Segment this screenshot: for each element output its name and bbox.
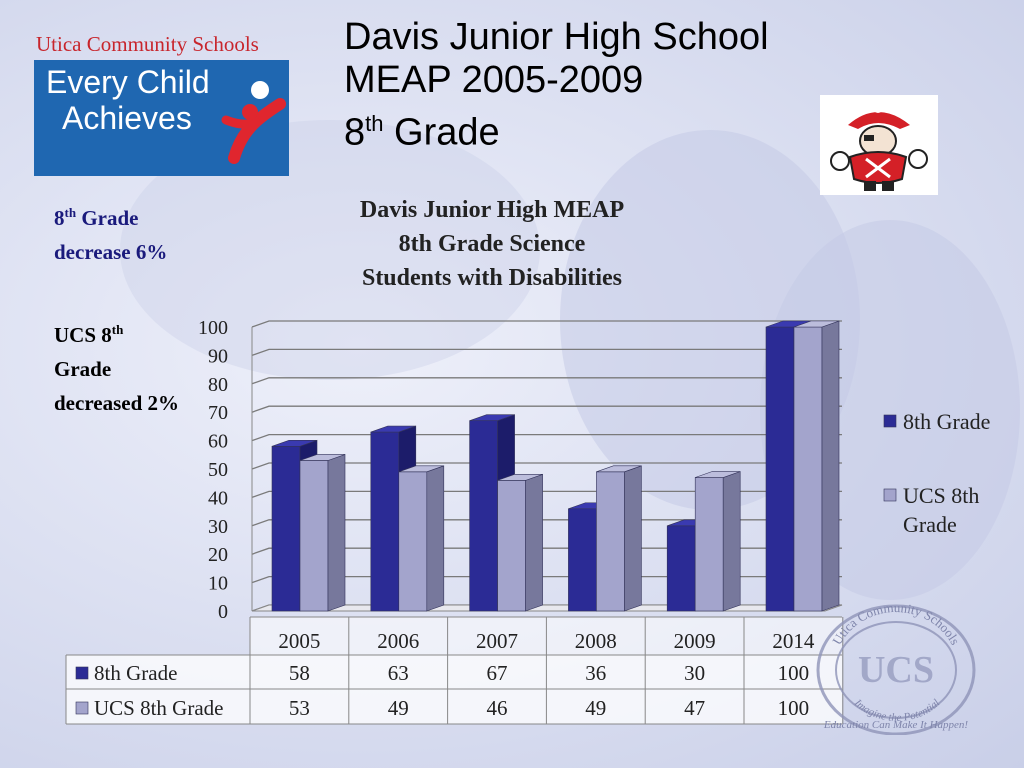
gridline <box>251 377 842 385</box>
seal-motto-text: Education Can Make It Happen! <box>823 719 969 731</box>
legend-label: UCS 8th Grade <box>903 483 979 537</box>
data-label: 30 <box>684 661 705 685</box>
data-label: 53 <box>289 696 310 720</box>
y-tick-label: 70 <box>208 402 228 424</box>
chart-title-line: Davis Junior High MEAP <box>360 197 624 223</box>
gridline <box>251 433 842 442</box>
gridline <box>251 490 842 499</box>
data-label: 63 <box>388 661 409 685</box>
y-tick-label: 90 <box>208 345 228 367</box>
chart-title-line: 8th Grade Science <box>399 231 586 257</box>
title-line-1: Davis Junior High School <box>344 16 769 58</box>
data-label: 58 <box>289 661 310 685</box>
data-label: 49 <box>388 696 409 720</box>
bar <box>694 471 741 612</box>
bar <box>793 320 840 612</box>
y-tick-label: 100 <box>198 317 228 339</box>
x-tick-label: 2005 <box>278 629 320 653</box>
y-tick-label: 50 <box>208 459 228 481</box>
data-label: 46 <box>487 696 508 720</box>
bar <box>299 454 346 612</box>
data-label: 49 <box>585 696 606 720</box>
title-line-2: MEAP 2005-2009 <box>344 59 644 101</box>
pirate-mascot-icon <box>830 103 928 191</box>
ucs-logo: Utica Community Schools Every Child Achi… <box>34 28 289 176</box>
data-label: 36 <box>585 661 606 685</box>
pirate-mascot-image <box>820 95 938 195</box>
legend-key <box>883 488 897 502</box>
x-tick-label: 2014 <box>772 629 815 653</box>
gridline <box>251 320 842 328</box>
y-tick-label: 20 <box>208 544 228 566</box>
gridline <box>251 348 842 357</box>
logo-org-name: Utica Community Schools <box>36 32 259 56</box>
table-row-label: UCS 8th Grade <box>94 696 224 720</box>
x-tick-label: 2009 <box>674 629 716 653</box>
gridline <box>251 575 842 584</box>
legend-label: 8th Grade <box>903 409 990 434</box>
side-note-davis: 8th Grade decrease 6% <box>54 205 168 264</box>
table-legend-key <box>75 701 89 715</box>
data-label: 100 <box>778 696 810 720</box>
gridline <box>251 405 842 413</box>
table-row-label: 8th Grade <box>94 661 177 685</box>
title-line-3: 8th Grade <box>344 111 500 154</box>
y-tick-label: 60 <box>208 431 228 453</box>
data-label: 100 <box>778 661 810 685</box>
side-note-ucs: UCS 8th Grade decreased 2% <box>54 322 180 415</box>
ucs-seal: Utica Community Schools UCS Imagine the … <box>812 600 980 735</box>
x-tick-label: 2008 <box>575 629 617 653</box>
y-tick-label: 0 <box>218 601 228 623</box>
bar <box>497 473 543 612</box>
logo-figure-icon <box>221 81 286 164</box>
data-label: 67 <box>487 661 508 685</box>
logo-line-2: Achieves <box>62 100 192 136</box>
table-legend-key <box>75 666 89 680</box>
bar <box>398 465 445 612</box>
y-tick-label: 30 <box>208 516 228 538</box>
slide-title: Davis Junior High School MEAP 2005-2009 … <box>344 16 769 155</box>
data-label: 47 <box>684 696 705 720</box>
ucs-seal-icon: Utica Community Schools UCS Imagine the … <box>816 600 976 735</box>
gridline <box>251 547 842 555</box>
bar <box>596 465 642 612</box>
y-tick-label: 10 <box>208 573 228 595</box>
legend-key <box>883 414 897 428</box>
seal-mid-text: UCS <box>858 649 934 691</box>
y-tick-label: 80 <box>208 374 228 396</box>
gridline <box>251 519 842 527</box>
logo-banner: Every Child Achieves <box>34 60 289 176</box>
x-tick-label: 2006 <box>377 629 419 653</box>
logo-line-1: Every Child <box>46 64 210 100</box>
gridline <box>251 462 842 470</box>
y-tick-label: 40 <box>208 487 228 509</box>
x-tick-label: 2007 <box>476 629 518 653</box>
chart-title-line: Students with Disabilities <box>362 265 622 291</box>
